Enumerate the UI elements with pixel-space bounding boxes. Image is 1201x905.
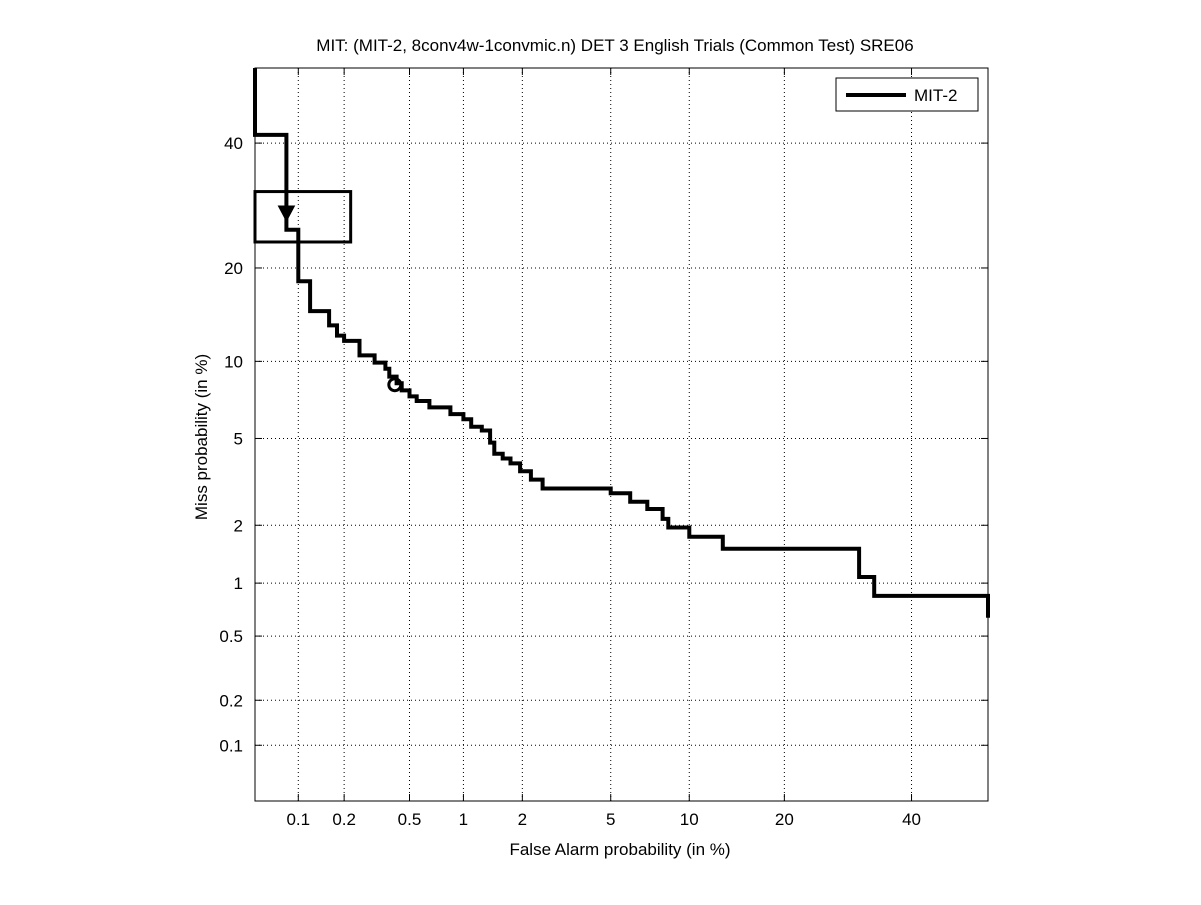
x-tick-label: 40 xyxy=(902,810,921,829)
x-tick-label: 20 xyxy=(775,810,794,829)
circle-marker xyxy=(387,377,403,393)
y-axis-label: Miss probability (in %) xyxy=(192,354,211,520)
operating-region-box xyxy=(253,190,353,244)
series-line-mit-2 xyxy=(253,68,990,618)
x-tick-marks xyxy=(297,68,913,801)
x-tick-label: 0.1 xyxy=(286,810,310,829)
legend: MIT-2 xyxy=(835,77,979,112)
y-tick-label: 20 xyxy=(224,259,243,278)
y-tick-label: 1 xyxy=(234,574,243,593)
x-tick-labels: 0.1 0.2 0.5 1 2 5 10 20 40 xyxy=(286,810,921,829)
x-tick-label: 0.2 xyxy=(332,810,356,829)
x-tick-label: 5 xyxy=(606,810,615,829)
y-tick-label: 2 xyxy=(234,516,243,535)
chart-title: MIT: (MIT-2, 8conv4w-1convmic.n) DET 3 E… xyxy=(316,36,913,55)
y-tick-label: 40 xyxy=(224,134,243,153)
y-tick-label: 5 xyxy=(234,429,243,448)
legend-label-mit-2: MIT-2 xyxy=(914,86,957,105)
series-layer xyxy=(253,68,990,618)
x-axis-label: False Alarm probability (in %) xyxy=(509,840,730,859)
y-tick-label: 0.2 xyxy=(219,691,243,710)
y-tick-labels: 0.1 0.2 0.5 1 2 5 10 20 40 xyxy=(219,134,243,755)
overlay-layer xyxy=(253,190,403,393)
x-tick-label: 0.5 xyxy=(398,810,422,829)
triangle-marker xyxy=(277,205,296,223)
y-tick-label: 0.5 xyxy=(219,627,243,646)
x-tick-label: 10 xyxy=(680,810,699,829)
x-tick-label: 1 xyxy=(459,810,468,829)
y-tick-marks xyxy=(255,142,988,746)
x-tick-label: 2 xyxy=(518,810,527,829)
y-tick-label: 0.1 xyxy=(219,736,243,755)
plot-frame xyxy=(254,67,989,802)
y-tick-label: 10 xyxy=(224,352,243,371)
